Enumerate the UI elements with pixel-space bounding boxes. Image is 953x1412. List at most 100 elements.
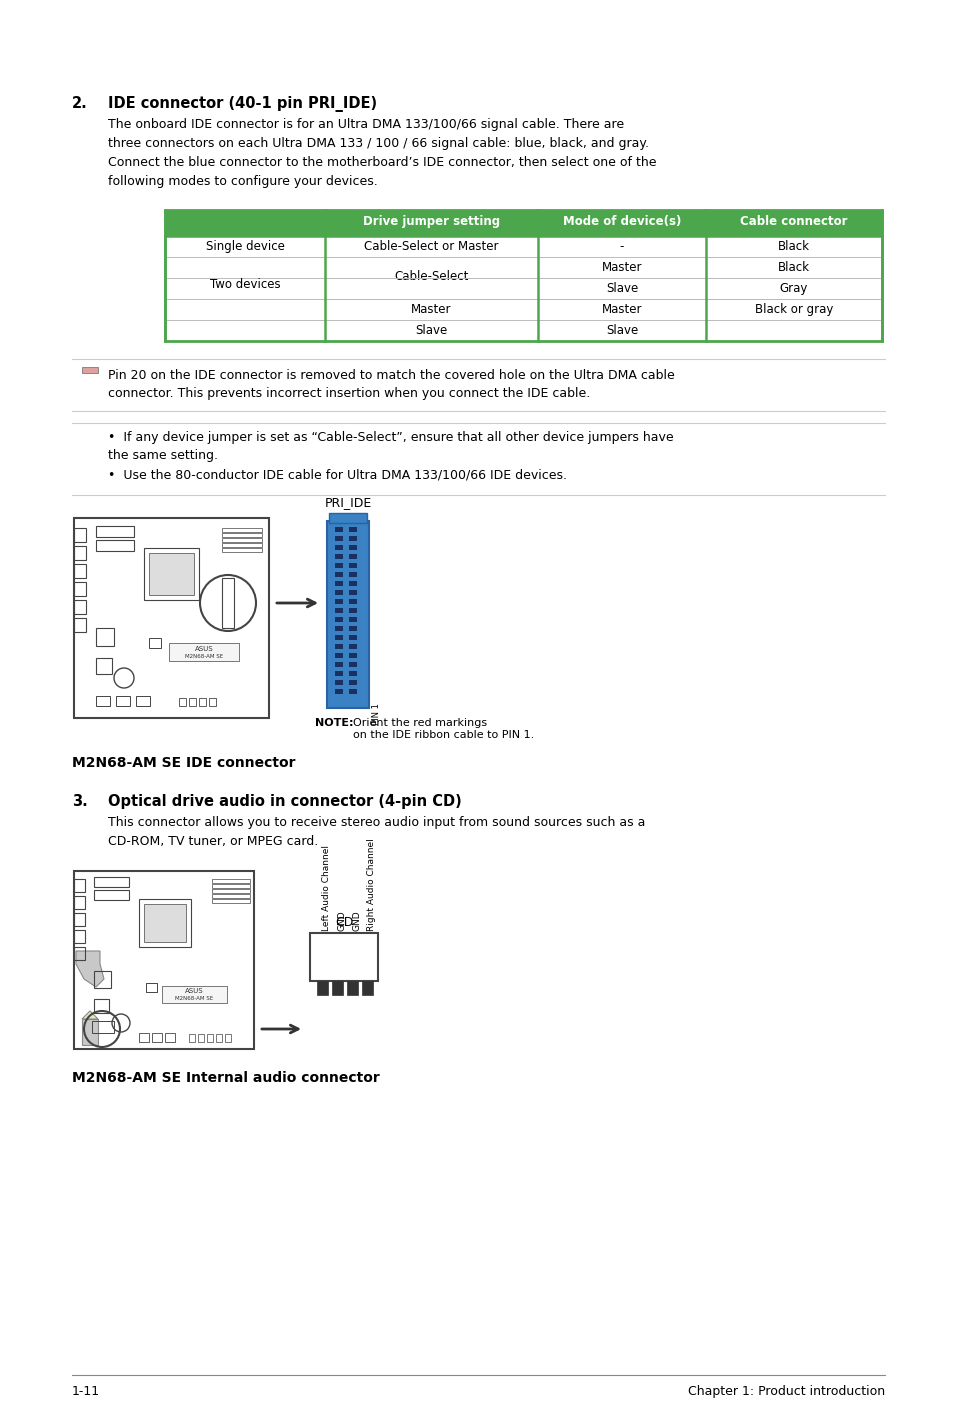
Text: ASUS: ASUS — [185, 988, 203, 994]
Bar — [165, 1034, 174, 1042]
Bar — [96, 658, 112, 674]
Bar — [222, 544, 262, 546]
Bar — [198, 1034, 204, 1042]
Bar — [212, 894, 250, 898]
Bar — [335, 590, 343, 594]
Bar — [335, 527, 343, 532]
Bar — [349, 590, 356, 594]
Bar — [329, 513, 367, 522]
Bar — [335, 580, 343, 586]
Text: This connector allows you to receive stereo audio input from sound sources such : This connector allows you to receive ste… — [108, 816, 644, 849]
Bar — [179, 698, 186, 706]
Bar — [82, 367, 98, 373]
Text: •  Use the 80-conductor IDE cable for Ultra DMA 133/100/66 IDE devices.: • Use the 80-conductor IDE cable for Ult… — [108, 469, 566, 481]
Text: -: - — [619, 240, 623, 253]
Text: •  If any device jumper is set as “Cable-Select”, ensure that all other device j: • If any device jumper is set as “Cable-… — [108, 431, 673, 463]
Text: Gray: Gray — [779, 282, 807, 295]
Bar — [349, 527, 356, 532]
Text: M2N68-AM SE IDE connector: M2N68-AM SE IDE connector — [71, 755, 295, 770]
Bar — [149, 638, 161, 648]
Text: Optical drive audio in connector (4-pin CD): Optical drive audio in connector (4-pin … — [108, 794, 461, 809]
Bar — [74, 914, 85, 926]
Bar — [189, 698, 195, 706]
Text: 3.: 3. — [71, 794, 88, 809]
Text: M2N68-AM SE: M2N68-AM SE — [185, 654, 223, 659]
Text: Master: Master — [411, 304, 452, 316]
Text: GND: GND — [352, 911, 361, 931]
Bar — [349, 681, 356, 685]
Bar — [349, 554, 356, 559]
Bar — [335, 609, 343, 613]
Text: IDE connector (40-1 pin PRI_IDE): IDE connector (40-1 pin PRI_IDE) — [108, 96, 376, 112]
Bar — [349, 572, 356, 578]
Text: Drive jumper setting: Drive jumper setting — [362, 215, 499, 227]
Polygon shape — [165, 210, 882, 236]
Bar — [74, 897, 85, 909]
Text: PRI_IDE: PRI_IDE — [324, 496, 372, 508]
Text: Chapter 1: Product introduction: Chapter 1: Product introduction — [687, 1385, 884, 1398]
Bar — [222, 528, 262, 532]
Bar — [347, 981, 357, 995]
Bar — [215, 1034, 222, 1042]
Polygon shape — [76, 952, 104, 987]
Bar — [335, 617, 343, 623]
Bar — [335, 652, 343, 658]
Bar — [335, 545, 343, 551]
Text: Cable-Select: Cable-Select — [394, 270, 468, 282]
Bar — [335, 644, 343, 650]
Text: GND: GND — [337, 911, 346, 931]
Text: PIN 1: PIN 1 — [372, 703, 380, 724]
Bar — [207, 1034, 213, 1042]
Bar — [327, 521, 369, 707]
Text: 1-11: 1-11 — [71, 1385, 100, 1398]
Bar — [222, 538, 262, 542]
Bar — [74, 871, 253, 1049]
Bar — [222, 532, 262, 537]
Text: Slave: Slave — [415, 323, 447, 337]
Text: ASUS: ASUS — [194, 647, 213, 652]
Text: Master: Master — [601, 304, 641, 316]
Bar — [361, 981, 373, 995]
Bar — [349, 662, 356, 666]
Bar — [116, 696, 130, 706]
Text: Two devices: Two devices — [210, 278, 280, 291]
Bar — [74, 563, 86, 578]
Text: M2N68-AM SE: M2N68-AM SE — [174, 995, 213, 1001]
Bar — [144, 548, 199, 600]
Bar — [144, 904, 186, 942]
Text: Slave: Slave — [605, 323, 638, 337]
Text: Cable-Select or Master: Cable-Select or Master — [364, 240, 498, 253]
Bar — [162, 986, 227, 1003]
Bar — [349, 537, 356, 541]
Bar — [335, 626, 343, 631]
Bar — [335, 635, 343, 640]
Bar — [349, 563, 356, 568]
Bar — [139, 899, 191, 947]
Bar — [335, 689, 343, 695]
Bar — [225, 1034, 231, 1042]
Bar — [349, 635, 356, 640]
Bar — [212, 890, 250, 892]
Bar — [335, 599, 343, 604]
Bar — [94, 1000, 109, 1012]
Bar — [74, 546, 86, 561]
Text: Mode of device(s): Mode of device(s) — [562, 215, 680, 227]
Bar — [335, 681, 343, 685]
Bar — [136, 696, 150, 706]
Text: M2N68-AM SE Internal audio connector: M2N68-AM SE Internal audio connector — [71, 1070, 379, 1084]
Bar — [222, 548, 262, 552]
Bar — [94, 877, 129, 887]
Text: Orient the red markings
on the IDE ribbon cable to PIN 1.: Orient the red markings on the IDE ribbo… — [353, 717, 534, 740]
Bar — [96, 696, 110, 706]
Bar — [74, 518, 269, 717]
Text: Slave: Slave — [605, 282, 638, 295]
Bar — [199, 698, 206, 706]
Bar — [74, 528, 86, 542]
Bar — [332, 981, 343, 995]
Bar — [209, 698, 215, 706]
Bar — [74, 600, 86, 614]
Text: Pin 20 on the IDE connector is removed to match the covered hole on the Ultra DM: Pin 20 on the IDE connector is removed t… — [108, 369, 674, 401]
Bar — [152, 1034, 162, 1042]
Bar — [96, 539, 133, 551]
Bar — [74, 947, 85, 960]
